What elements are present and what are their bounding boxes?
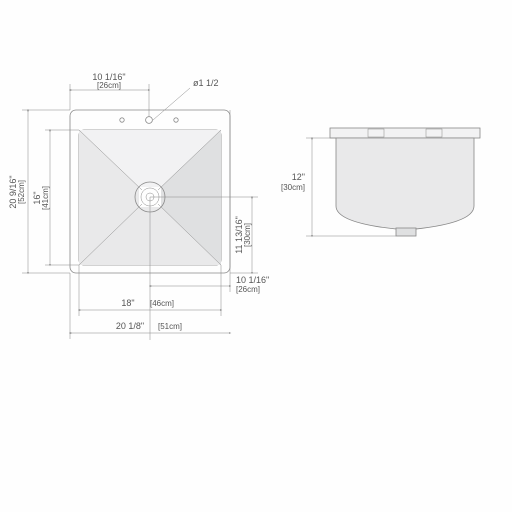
drain-side-label: 10 1/16": [236, 275, 269, 285]
depth-label: 12": [292, 172, 305, 182]
faucet-hole-center: [146, 117, 153, 124]
drain-dia-label: ø1 1/2: [193, 78, 219, 88]
dim-bowl-h: 16" [41cm]: [32, 130, 79, 265]
side-view: 12" [30cm]: [281, 128, 480, 236]
outer-w-cm: [51cm]: [158, 322, 182, 331]
dim-drain-dia: ø1 1/2: [153, 78, 219, 120]
outer-w-label: 20 1/8": [116, 321, 144, 331]
faucet-hole: [174, 118, 178, 122]
side-rim: [330, 128, 480, 138]
outer-h-cm: [52cm]: [17, 180, 26, 204]
sink-dimension-drawing: 10 1/16" [26cm] ø1 1/2 20 9/16" [52cm] 1…: [0, 0, 512, 512]
bowl-w-cm: [46cm]: [150, 299, 174, 308]
drain-front-cm: [30cm]: [243, 223, 252, 247]
drain-side-cm: [26cm]: [236, 285, 260, 294]
plan-view: 10 1/16" [26cm] ø1 1/2 20 9/16" [52cm] 1…: [8, 72, 269, 340]
bowl-h-cm: [41cm]: [41, 186, 50, 210]
side-drain: [396, 228, 416, 236]
faucet-hole: [120, 118, 124, 122]
faucet-offset-cm: [26cm]: [97, 81, 121, 90]
depth-cm: [30cm]: [281, 183, 305, 192]
side-bowl: [336, 138, 474, 230]
bowl-w-label: 18": [121, 298, 134, 308]
